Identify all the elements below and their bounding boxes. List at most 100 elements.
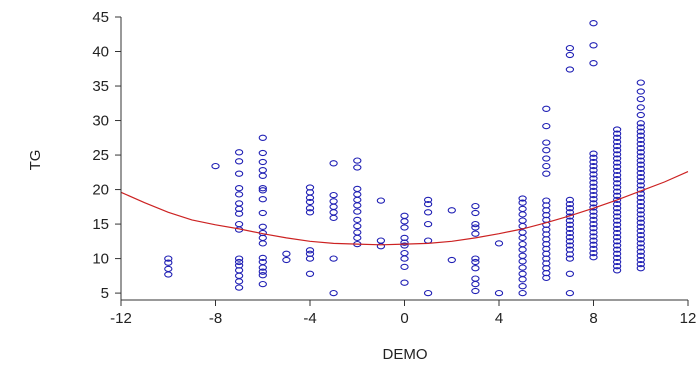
- scatter-point: [400, 224, 409, 231]
- x-tick-label: -12: [110, 310, 132, 327]
- scatter-point: [589, 233, 598, 240]
- x-tick-label: -4: [303, 310, 316, 327]
- scatter-point: [612, 238, 622, 245]
- scatter-point: [234, 272, 244, 279]
- scatter-point: [612, 171, 622, 179]
- scatter-point: [353, 164, 362, 171]
- scatter-point: [471, 275, 480, 282]
- scatter-point: [636, 136, 645, 144]
- scatter-point: [612, 163, 622, 170]
- scatter-point: [518, 240, 527, 248]
- scatter-point: [636, 140, 645, 148]
- scatter-point: [636, 120, 645, 127]
- scatter-point: [353, 229, 362, 236]
- scatter-point: [164, 255, 173, 262]
- scatter-point: [589, 20, 598, 27]
- scatter-point: [447, 256, 456, 264]
- scatter-point: [636, 157, 645, 164]
- scatter-point: [376, 197, 386, 204]
- scatter-point: [636, 194, 645, 201]
- scatter-point: [329, 160, 338, 167]
- scatter-point: [612, 196, 622, 204]
- scatter-point: [400, 234, 409, 242]
- scatter-point: [612, 151, 622, 158]
- scatter-point: [636, 265, 645, 272]
- scatter-point: [471, 287, 480, 295]
- scatter-point: [636, 178, 645, 185]
- scatter-point: [636, 256, 645, 264]
- scatter-point: [636, 79, 645, 86]
- scatter-point: [612, 246, 622, 253]
- scatter-point: [612, 142, 622, 150]
- scatter-point: [329, 203, 338, 210]
- scatter-point: [636, 165, 645, 173]
- scatter-point: [518, 229, 527, 236]
- scatter-point: [258, 187, 267, 194]
- scatter-point: [565, 234, 575, 241]
- scatter-point: [589, 154, 598, 161]
- scatter-point: [471, 202, 480, 210]
- scatter-point: [518, 211, 527, 218]
- scatter-point: [234, 284, 244, 291]
- scatter-point: [589, 200, 598, 207]
- scatter-point: [565, 217, 575, 224]
- scatter-point: [589, 191, 598, 199]
- scatter-point: [636, 198, 645, 206]
- axes: -12 -8 -4 0 4 8 12 5 10 15 20 25 30 35 40 45: [92, 9, 696, 327]
- scatter-point: [612, 147, 622, 154]
- scatter-point: [329, 198, 338, 205]
- scatter-point: [518, 289, 527, 297]
- scatter-point: [423, 196, 433, 204]
- scatter-point: [400, 263, 409, 271]
- scatter-point: [612, 167, 622, 175]
- scatter-point: [612, 234, 622, 241]
- x-tick-label: 4: [495, 310, 503, 327]
- x-axis-title: DEMO: [383, 346, 428, 363]
- y-tick-label: 25: [92, 147, 109, 164]
- scatter-point: [471, 255, 480, 262]
- scatter-point: [612, 254, 622, 262]
- scatter-point: [164, 265, 173, 273]
- scatter-point: [612, 250, 622, 257]
- scatter-point: [612, 188, 622, 195]
- scatter-point: [258, 196, 267, 203]
- scatter-point: [612, 221, 622, 228]
- scatter-point: [329, 214, 338, 222]
- y-tick-label: 40: [92, 44, 109, 61]
- scatter-point: [353, 191, 362, 198]
- scatter-point: [636, 144, 645, 152]
- scatter-point: [636, 215, 645, 222]
- scatter-point: [471, 209, 480, 217]
- scatter-point: [589, 162, 598, 170]
- scatter-point: [612, 192, 622, 199]
- scatter-point: [258, 149, 267, 157]
- scatter-point: [612, 263, 622, 270]
- scatter-point: [565, 229, 575, 237]
- scatter-point: [234, 185, 244, 192]
- scatter-point: [612, 267, 622, 274]
- scatter-point: [542, 147, 551, 154]
- scatter-point: [518, 246, 527, 253]
- scatter-point: [329, 209, 338, 216]
- scatter-point: [565, 270, 575, 277]
- scatter-point: [518, 258, 527, 265]
- scatter-point: [518, 264, 527, 271]
- scatter-point: [636, 111, 645, 119]
- scatter-point: [400, 279, 409, 286]
- scatter-point: [234, 258, 244, 266]
- scatter-point: [589, 42, 598, 49]
- scatter-point: [471, 280, 480, 288]
- scatter-point: [636, 227, 645, 235]
- scatter-point: [589, 254, 598, 261]
- scatter-point: [636, 244, 645, 251]
- scatter-point: [612, 159, 622, 166]
- scatter-point: [612, 217, 622, 224]
- scatter-point: [518, 276, 527, 283]
- y-tick-label: 45: [92, 9, 109, 26]
- scatter-point: [353, 202, 362, 209]
- scatter-point: [305, 184, 315, 191]
- scatter-point: [494, 289, 504, 297]
- x-tick-label: 8: [589, 310, 597, 327]
- scatter-point: [612, 205, 622, 212]
- scatter-point: [234, 191, 244, 198]
